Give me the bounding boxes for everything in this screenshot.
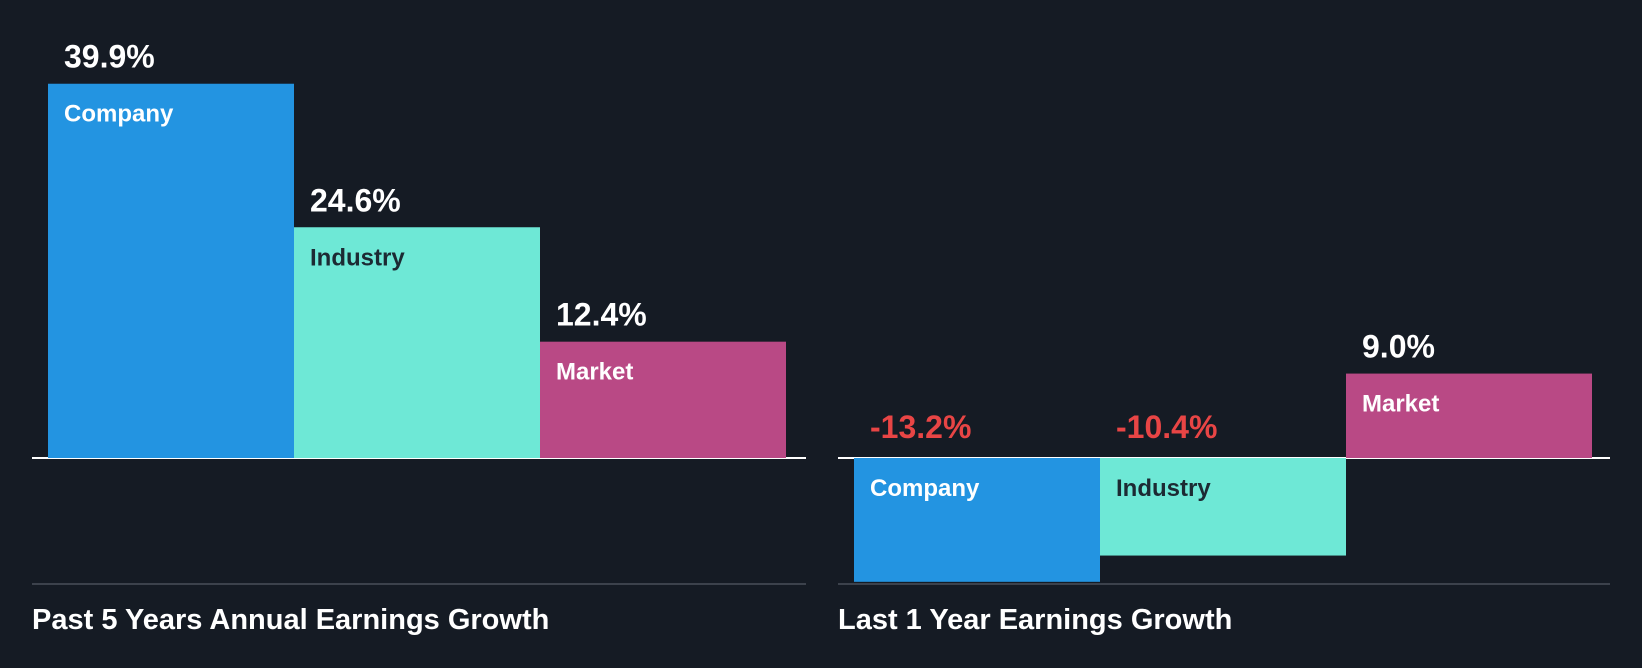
category-label-industry-past-5-years: Industry: [310, 244, 405, 271]
panel-title-last-1-year: Last 1 Year Earnings Growth: [838, 604, 1233, 636]
panel-title-past-5-years: Past 5 Years Annual Earnings Growth: [32, 604, 550, 636]
value-label-market-last-1-year: 9.0%: [1362, 329, 1435, 365]
value-label-industry-past-5-years: 24.6%: [310, 182, 401, 218]
bar-company-past-5-years: [48, 83, 294, 458]
category-label-market-past-5-years: Market: [556, 359, 633, 386]
category-label-company-past-5-years: Company: [64, 101, 174, 128]
bar-industry-past-5-years: [294, 227, 540, 458]
value-label-industry-last-1-year: -10.4%: [1116, 409, 1217, 445]
value-label-company-last-1-year: -13.2%: [870, 409, 971, 445]
bar-market-past-5-years: [540, 341, 786, 458]
value-label-market-past-5-years: 12.4%: [556, 297, 647, 333]
category-label-market-last-1-year: Market: [1362, 391, 1439, 418]
value-label-company-past-5-years: 39.9%: [64, 39, 155, 75]
bar-market-last-1-year: [1346, 373, 1592, 458]
bar-industry-last-1-year: [1100, 458, 1346, 556]
category-label-company-last-1-year: Company: [870, 475, 980, 502]
bar-company-last-1-year: [854, 458, 1100, 582]
category-label-industry-last-1-year: Industry: [1116, 475, 1211, 502]
